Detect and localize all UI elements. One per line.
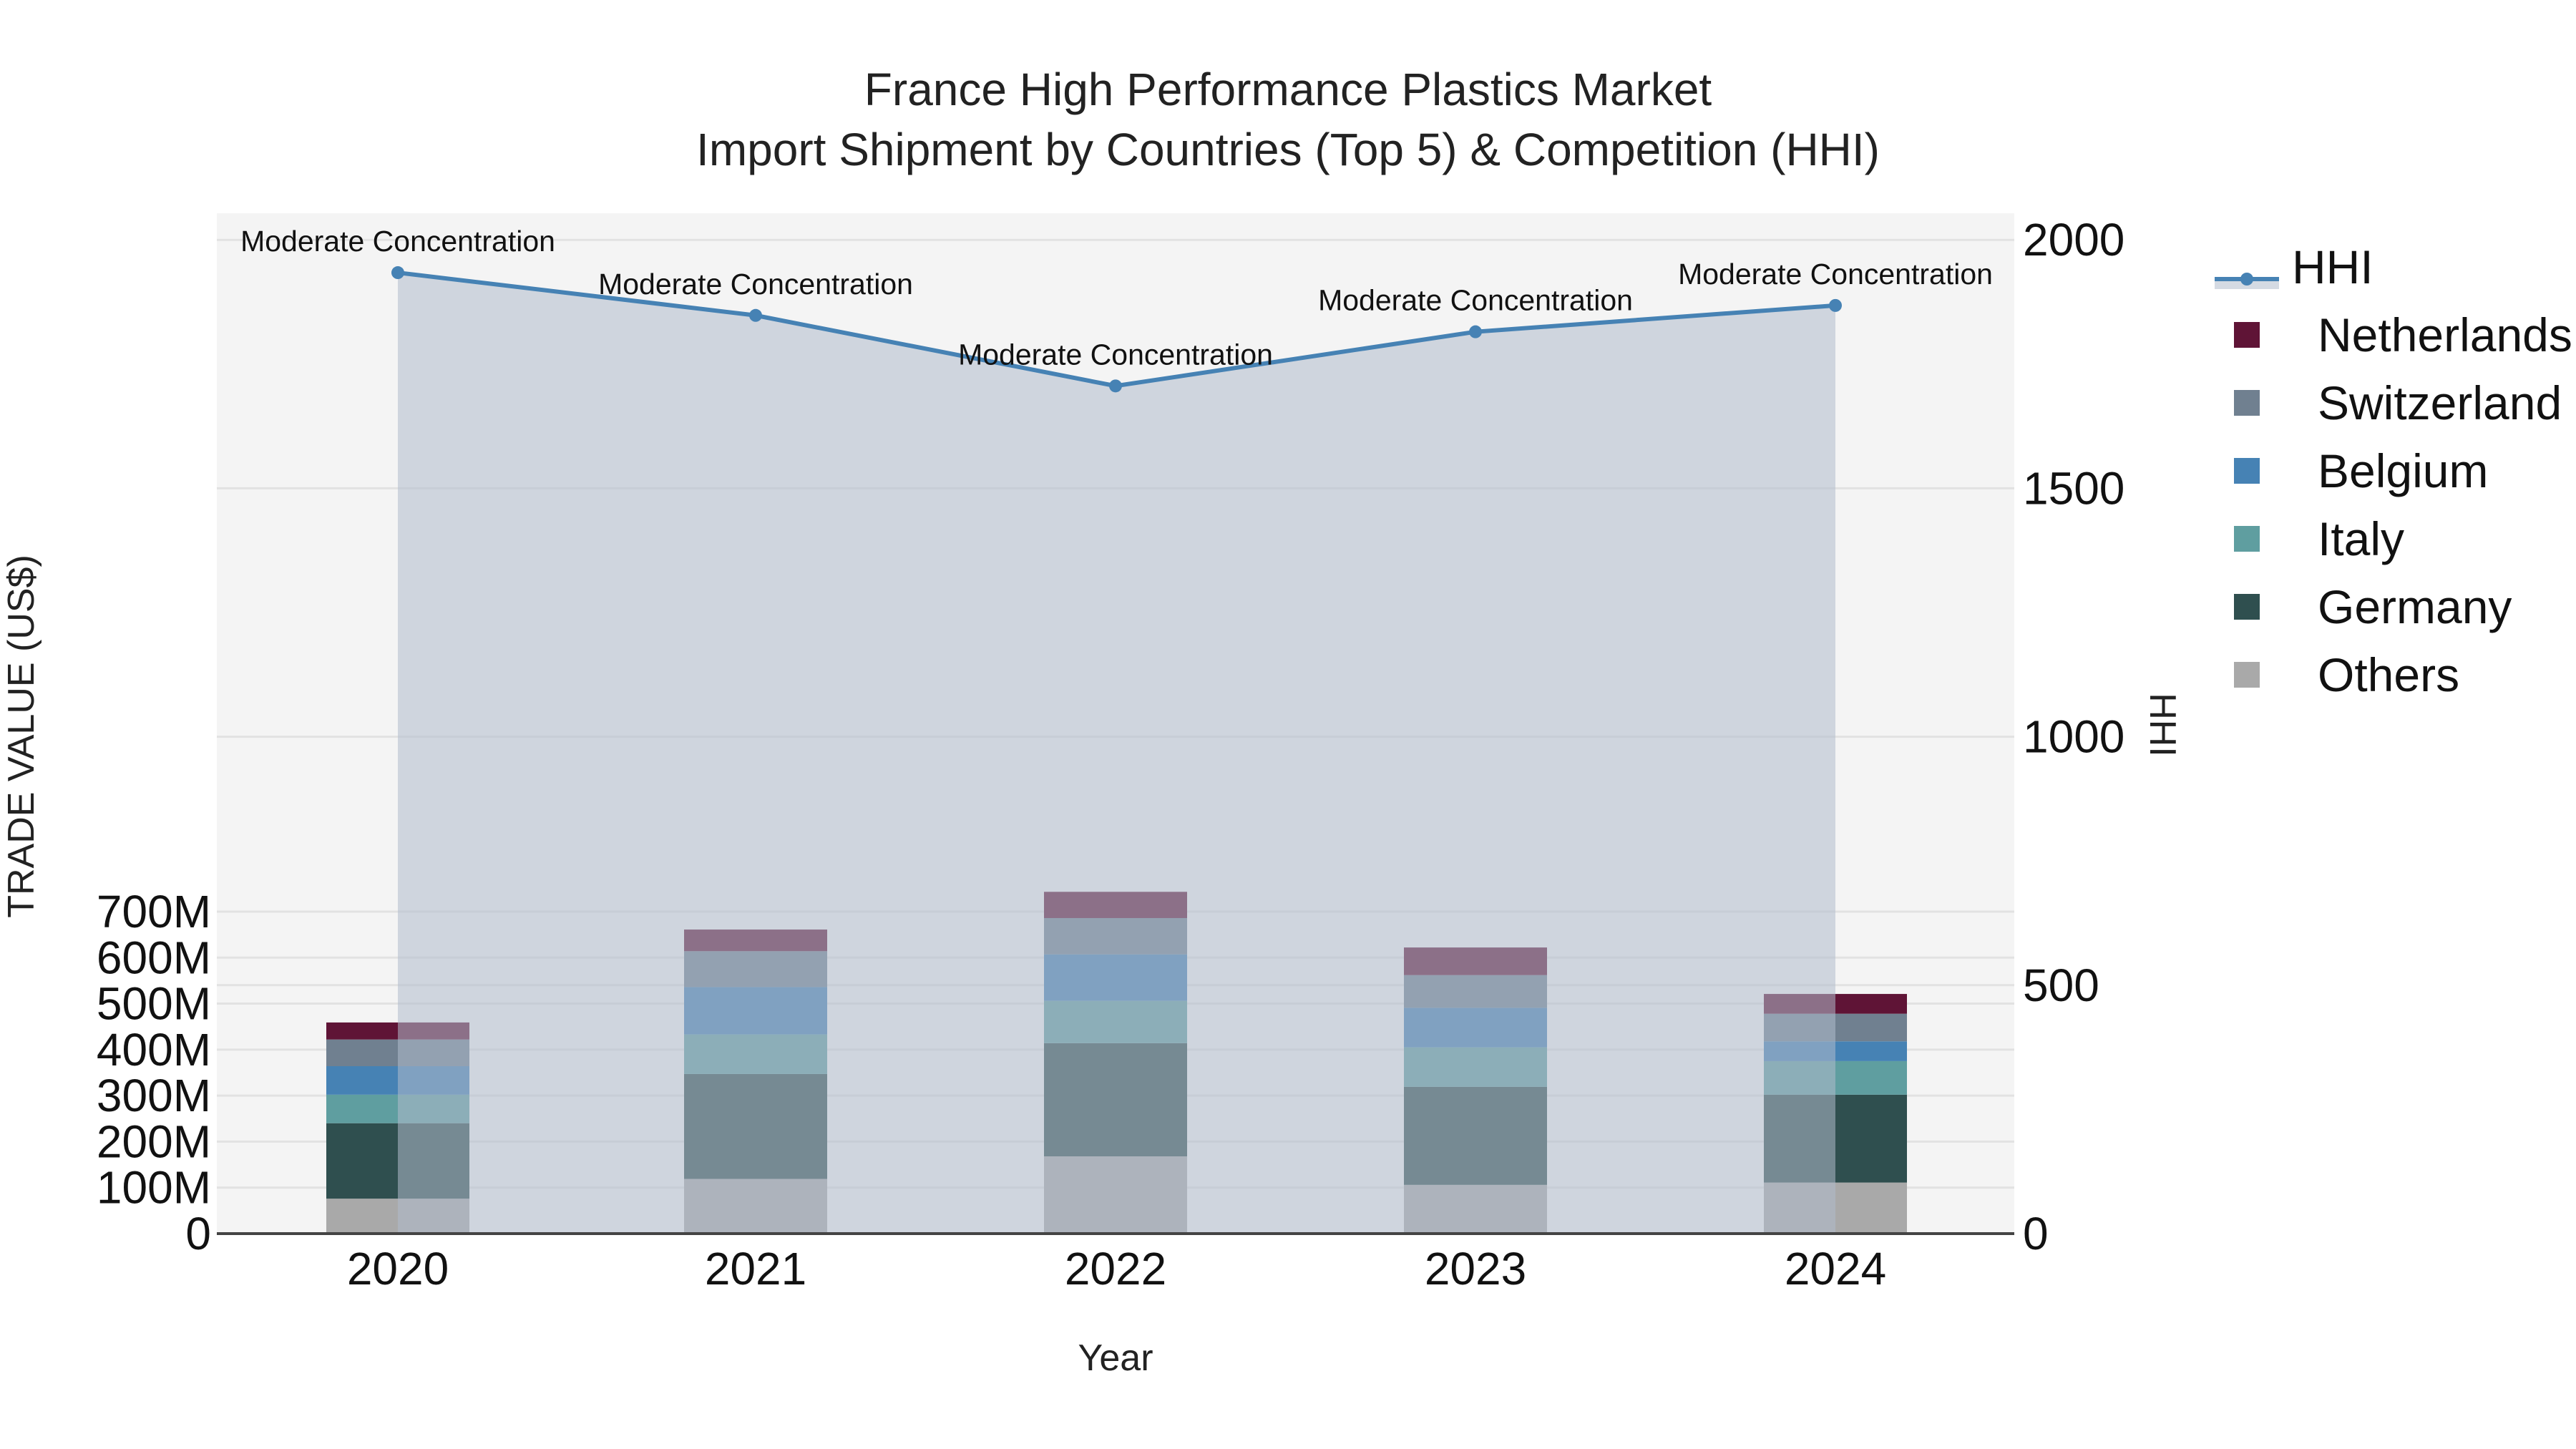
hhi-point-2023[interactable] bbox=[1469, 325, 1482, 338]
x-tick-label: 2021 bbox=[705, 1243, 806, 1294]
legend-item-italy[interactable]: Italy bbox=[2215, 504, 2572, 572]
y2-tick-label: 1500 bbox=[2023, 462, 2124, 514]
y-tick-label: 700M bbox=[97, 886, 211, 937]
legend-item-netherlands[interactable]: Netherlands bbox=[2215, 301, 2572, 369]
hhi-point-2020[interactable] bbox=[391, 266, 404, 280]
hhi-annotation: Moderate Concentration bbox=[1318, 284, 1633, 317]
hhi-annotation: Moderate Concentration bbox=[240, 225, 555, 258]
x-tick-label: 2022 bbox=[1065, 1243, 1166, 1294]
chart-title-line-2: Import Shipment by Countries (Top 5) & C… bbox=[696, 124, 1880, 175]
y2-tick-label: 0 bbox=[2023, 1208, 2049, 1259]
hhi-area bbox=[398, 273, 1835, 1234]
legend-label: Netherlands bbox=[2318, 308, 2572, 361]
hhi-annotation: Moderate Concentration bbox=[1678, 258, 1993, 291]
legend-swatch-icon bbox=[2234, 321, 2260, 348]
y-axis-title: TRADE VALUE (US$) bbox=[1, 555, 42, 918]
legend-item-others[interactable]: Others bbox=[2215, 640, 2572, 708]
legend-line-marker-icon bbox=[2215, 253, 2279, 289]
legend-label: Germany bbox=[2318, 580, 2512, 633]
y-tick-label: 0 bbox=[185, 1208, 211, 1259]
legend-label: Belgium bbox=[2318, 444, 2489, 497]
hhi-point-2024[interactable] bbox=[1829, 298, 1842, 312]
legend-item-hhi[interactable]: HHI bbox=[2215, 233, 2572, 301]
legend-swatch-icon bbox=[2234, 389, 2260, 416]
y2-tick-label: 1000 bbox=[2023, 711, 2124, 763]
legend: HHI Netherlands Switzerland Belgium Italy Ger… bbox=[2215, 233, 2572, 708]
legend-swatch-icon bbox=[2234, 661, 2260, 688]
legend-label: Switzerland bbox=[2318, 376, 2562, 429]
x-axis-title: Year bbox=[1078, 1337, 1153, 1379]
legend-swatch-icon bbox=[2234, 593, 2260, 620]
y2-axis-title: HHI bbox=[2142, 693, 2183, 757]
legend-swatch-icon bbox=[2234, 457, 2260, 484]
y-tick-label: 200M bbox=[97, 1116, 211, 1167]
x-tick-label: 2023 bbox=[1425, 1243, 1526, 1294]
hhi-point-2022[interactable] bbox=[1109, 379, 1122, 393]
y-tick-label: 400M bbox=[97, 1024, 211, 1075]
x-tick-label: 2024 bbox=[1785, 1243, 1886, 1294]
hhi-point-2021[interactable] bbox=[749, 308, 762, 322]
y-tick-label: 600M bbox=[97, 932, 211, 983]
x-tick-label: 2020 bbox=[347, 1243, 449, 1294]
chart-title-line-1: France High Performance Plastics Market bbox=[864, 64, 1712, 115]
legend-label: HHI bbox=[2292, 240, 2373, 293]
y-tick-label: 300M bbox=[97, 1070, 211, 1121]
legend-item-germany[interactable]: Germany bbox=[2215, 572, 2572, 640]
y2-tick-label: 2000 bbox=[2023, 214, 2124, 265]
y2-tick-label: 500 bbox=[2023, 960, 2099, 1011]
legend-item-belgium[interactable]: Belgium bbox=[2215, 436, 2572, 504]
legend-swatch-icon bbox=[2234, 525, 2260, 552]
legend-label: Italy bbox=[2318, 512, 2405, 565]
y-tick-label: 100M bbox=[97, 1162, 211, 1214]
legend-item-switzerland[interactable]: Switzerland bbox=[2215, 369, 2572, 436]
hhi-annotation: Moderate Concentration bbox=[598, 268, 913, 301]
hhi-annotation: Moderate Concentration bbox=[958, 338, 1273, 371]
y-tick-label: 500M bbox=[97, 978, 211, 1030]
legend-label: Others bbox=[2318, 648, 2460, 701]
